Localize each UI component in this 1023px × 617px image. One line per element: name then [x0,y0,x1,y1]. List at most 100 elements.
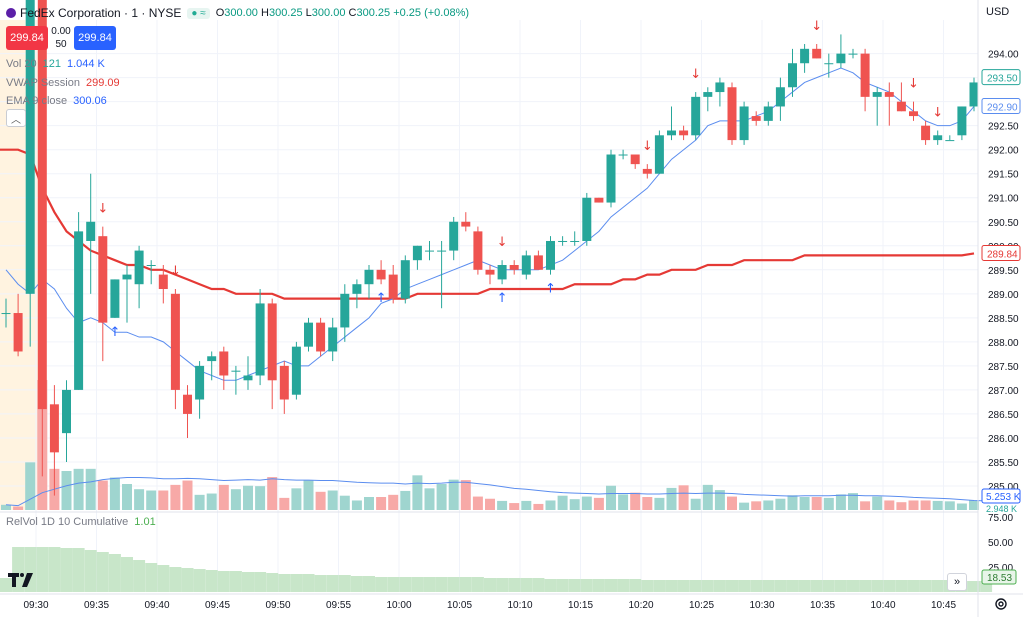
scroll-to-realtime-button[interactable]: » [947,573,967,591]
volume-bar [618,494,629,510]
relvol-label-box [981,569,1017,585]
sell-signal-arrow: ↓ [811,19,822,34]
candle-body [207,356,217,362]
symbol-title[interactable]: FedEx Corporation · 1 · NYSE [20,6,182,20]
relvol-indicator-row[interactable]: RelVol 1D 10 Cumulative 1.01 [6,516,156,528]
vol-value: 121 [42,58,61,70]
symbol-row: FedEx Corporation · 1 · NYSE ● ≈ O 300.00… [6,6,469,20]
vwap-indicator-row[interactable]: VWAP Session 299.09 [6,77,120,89]
sell-signal-arrow: ↓ [932,105,943,120]
candle-body [533,255,543,270]
candle-body [763,106,773,121]
relvol-bar [847,580,859,592]
volume-bar [13,506,24,510]
volume-bar [714,490,725,510]
time-tick-label: 10:45 [931,600,956,611]
volume-bar [279,497,290,510]
symbol-logo-icon [6,8,16,18]
relvol-bar [423,577,436,592]
candle-body [812,48,822,59]
volume-bar [412,475,423,510]
price-tick-label: 291.50 [988,170,1019,181]
relvol-bar [980,581,993,592]
candle [521,250,531,280]
candle-body [122,274,132,280]
volume-value-label: 2.948 K [986,504,1017,514]
candle-body [509,265,519,270]
candle-body [219,351,229,376]
price-tick-label: 290.50 [988,218,1019,229]
sell-button[interactable]: 299.84 [6,26,48,50]
open-label: O [215,7,225,19]
volume-bar [182,480,193,510]
candle [775,77,785,121]
relvol-bar [592,579,605,592]
volume-bar [860,501,871,510]
relvol-bar [36,547,49,592]
buy-button[interactable]: 299.84 [74,26,116,50]
price-tick-label: 285.50 [988,458,1019,469]
candle [279,361,289,414]
volume-bar [739,502,750,510]
volume-bar [969,500,979,510]
candle-body [461,221,471,227]
time-tick-label: 10:10 [507,600,532,611]
volume-bar [158,490,169,510]
candle-body [412,245,422,261]
relvol-bar [290,574,303,592]
relvol-bar [508,578,521,592]
candle [667,106,676,141]
candle [872,87,882,126]
relvol-bar [326,575,339,592]
time-tick-label: 10:05 [447,600,472,611]
volume-bar [1,504,11,510]
price-label-box [981,244,1021,261]
candle [37,0,47,477]
volume-bar [388,494,399,510]
candle [49,385,59,496]
candle [763,101,773,126]
currency-selector[interactable]: USD [986,6,1010,18]
candle-body [824,63,834,65]
buy-signal-arrow: ↑ [545,282,556,297]
candle [62,380,71,462]
time-tick-label: 09:40 [144,600,169,611]
relvol-bar [580,579,593,592]
time-tick-label: 10:40 [870,600,895,611]
relvol-bar [60,548,73,592]
sell-signal-arrow: ↓ [690,67,701,82]
volume-bar [848,493,858,510]
collapse-legend-button[interactable]: ︿ [6,109,26,127]
candle [824,53,834,78]
time-tick-label: 09:55 [326,600,351,611]
volume-bar [823,497,834,510]
relvol-bar [459,577,472,592]
candle-body [304,322,313,347]
candle [134,245,144,309]
tradingview-logo-icon[interactable] [8,573,34,587]
relvol-bar [968,581,980,592]
price-label: 292.90 [987,102,1018,113]
candle [691,92,701,141]
candle-body [642,168,652,174]
market-status-icon[interactable]: ● ≈ [187,7,210,19]
ema-indicator-row[interactable]: EMA 9 close 300.06 [6,95,107,107]
vwap-value: 299.09 [85,77,120,89]
settings-gear-icon[interactable] [994,597,1008,611]
volume-ma-line [5,477,987,507]
vol-indicator-row[interactable]: Vol 20 121 1.044 K [6,58,105,70]
candle-body [267,303,277,381]
candle [497,260,507,285]
candle-body [13,313,23,352]
candle [400,255,410,304]
candle-body [872,92,882,97]
candle [654,130,664,174]
candle [533,250,543,270]
candle [884,82,894,126]
candle-body [388,274,398,299]
candle [340,284,350,342]
relvol-bar [774,580,787,592]
candle [727,82,737,145]
relvol-bar [713,580,726,592]
